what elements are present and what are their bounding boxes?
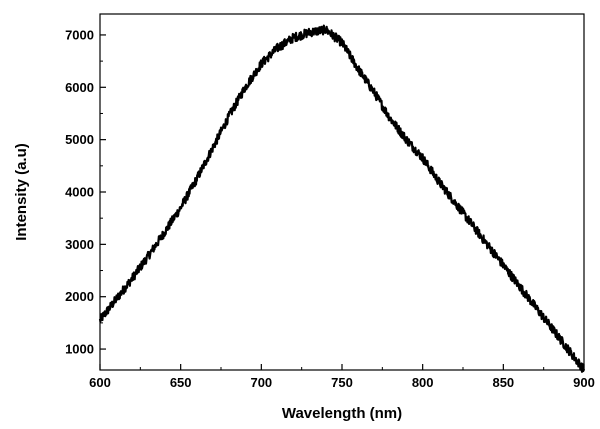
y-tick-label: 7000 [65,27,94,42]
y-tick-label: 3000 [65,237,94,252]
y-tick-label: 5000 [65,132,94,147]
y-tick-label: 2000 [65,289,94,304]
x-tick-label: 600 [89,375,111,390]
plot-frame [99,13,585,371]
x-tick-label: 900 [573,375,595,390]
series-line [98,24,586,373]
y-tick-label: 6000 [65,80,94,95]
x-tick-label: 850 [492,375,514,390]
x-tick-label: 800 [412,375,434,390]
y-axis: 1000 2000 3000 4000 5000 6000 7000 [65,27,106,357]
x-axis: 600 650 700 750 800 850 900 [89,364,595,390]
x-tick-label: 750 [331,375,353,390]
y-axis-label: Intensity (a.u) [13,143,30,241]
x-axis-label: Wavelength (nm) [282,405,402,422]
x-tick-label: 650 [170,375,192,390]
y-tick-label: 4000 [65,185,94,200]
x-tick-label: 700 [250,375,272,390]
y-tick-label: 1000 [65,342,94,357]
